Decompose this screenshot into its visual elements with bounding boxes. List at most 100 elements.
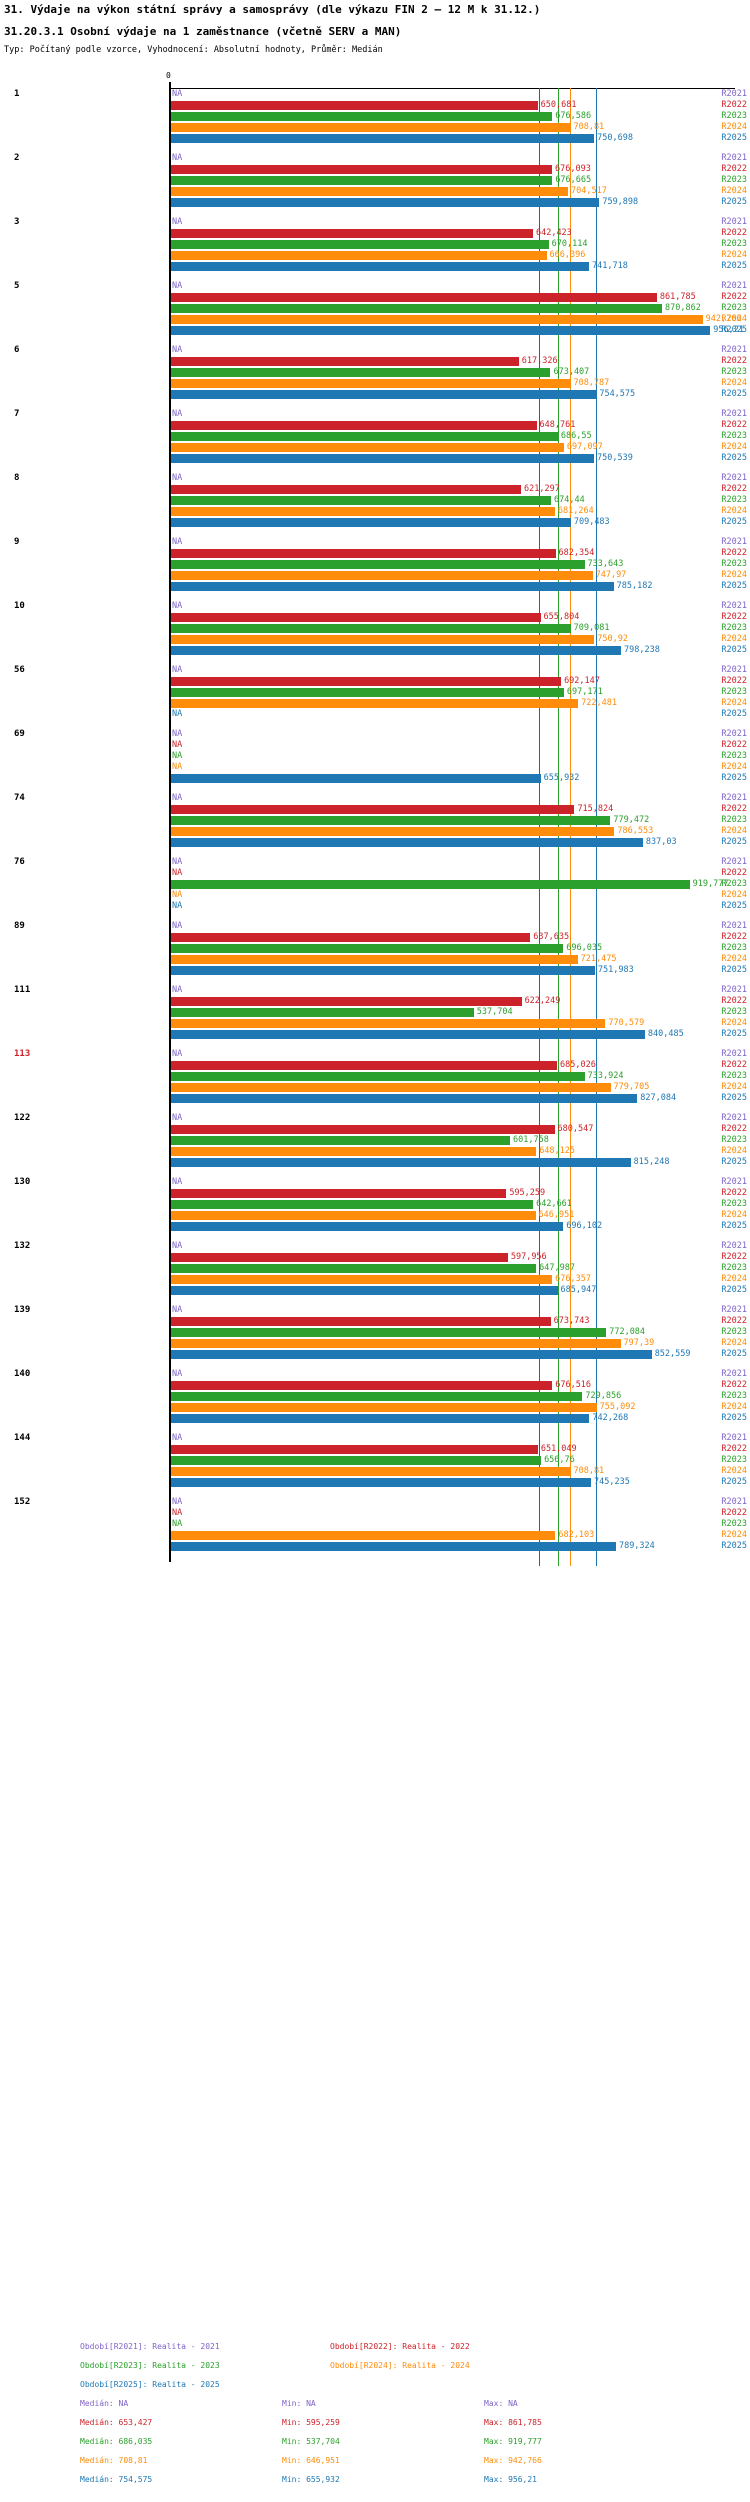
bar-r2022[interactable] bbox=[170, 1317, 551, 1326]
bar-r2022[interactable] bbox=[170, 677, 562, 686]
bar-r2022[interactable] bbox=[170, 933, 531, 942]
bar-r2022[interactable] bbox=[170, 1253, 508, 1262]
bar-r2023[interactable] bbox=[170, 1456, 542, 1465]
bar-r2023[interactable] bbox=[170, 1328, 607, 1337]
bar-r2024[interactable] bbox=[170, 507, 555, 516]
bar-r2023[interactable] bbox=[170, 112, 553, 121]
bar-r2022[interactable] bbox=[170, 1061, 558, 1070]
bar-r2024[interactable] bbox=[170, 1275, 553, 1284]
bar-value-label: 676,093 bbox=[554, 164, 591, 174]
bar-r2023[interactable] bbox=[170, 1264, 537, 1273]
bar-r2025[interactable] bbox=[170, 838, 643, 847]
bar-r2023[interactable] bbox=[170, 688, 564, 697]
bar-r2025[interactable] bbox=[170, 966, 595, 975]
bar-r2025[interactable] bbox=[170, 1414, 590, 1423]
bar-r2024[interactable] bbox=[170, 635, 595, 644]
bar-r2025[interactable] bbox=[170, 326, 711, 335]
bar-r2023[interactable] bbox=[170, 1072, 585, 1081]
bar-r2022[interactable] bbox=[170, 101, 538, 110]
bar-r2025[interactable] bbox=[170, 262, 590, 271]
bar-r2024[interactable] bbox=[170, 379, 571, 388]
chart-row: R2024 704,517 bbox=[0, 186, 750, 197]
bar-r2023[interactable] bbox=[170, 432, 558, 441]
bar-r2025[interactable] bbox=[170, 1542, 616, 1551]
bar-r2022[interactable] bbox=[170, 421, 537, 430]
chart-row: R2023 686,55 bbox=[0, 431, 750, 442]
series-label-r2021: R2021 bbox=[721, 729, 747, 739]
bar-r2022[interactable] bbox=[170, 613, 541, 622]
chart-row: R2022 595,259 bbox=[0, 1188, 750, 1199]
bar-r2025[interactable] bbox=[170, 1030, 645, 1039]
bar-r2024[interactable] bbox=[170, 1531, 556, 1540]
bar-r2022[interactable] bbox=[170, 1189, 507, 1198]
bar-r2024[interactable] bbox=[170, 1019, 606, 1028]
bar-r2022[interactable] bbox=[170, 1125, 555, 1134]
bar-r2024[interactable] bbox=[170, 699, 579, 708]
bar-r2025[interactable] bbox=[170, 1478, 592, 1487]
bar-r2022[interactable] bbox=[170, 485, 522, 494]
bar-r2023[interactable] bbox=[170, 624, 571, 633]
bar-r2024[interactable] bbox=[170, 955, 578, 964]
bar-container: 704,517 bbox=[170, 186, 750, 197]
bar-r2024[interactable] bbox=[170, 571, 593, 580]
bar-r2023[interactable] bbox=[170, 1136, 510, 1145]
bar-r2024[interactable] bbox=[170, 1339, 621, 1348]
bar-r2024[interactable] bbox=[170, 1211, 536, 1220]
bar-r2025[interactable] bbox=[170, 1286, 558, 1295]
bar-r2022[interactable] bbox=[170, 549, 556, 558]
bar-r2024[interactable] bbox=[170, 1147, 537, 1156]
bar-container: 919,777 bbox=[170, 879, 750, 890]
series-label-r2025: R2025 bbox=[721, 453, 747, 463]
bar-r2025[interactable] bbox=[170, 646, 621, 655]
legend-entry: Období[R2024]: Realita - 2024 bbox=[330, 2361, 470, 2370]
bar-r2023[interactable] bbox=[170, 496, 552, 505]
bar-r2023[interactable] bbox=[170, 176, 553, 185]
bar-r2023[interactable] bbox=[170, 368, 551, 377]
bar-r2025[interactable] bbox=[170, 1222, 564, 1231]
bar-r2025[interactable] bbox=[170, 134, 595, 143]
bar-r2024[interactable] bbox=[170, 827, 615, 836]
bar-r2024[interactable] bbox=[170, 187, 569, 196]
bar-r2024[interactable] bbox=[170, 1403, 597, 1412]
bar-r2025[interactable] bbox=[170, 198, 600, 207]
bar-r2023[interactable] bbox=[170, 1008, 474, 1017]
bar-r2025[interactable] bbox=[170, 582, 614, 591]
na-value: NA bbox=[172, 901, 183, 911]
bar-r2022[interactable] bbox=[170, 293, 657, 302]
chart-group: 113 R2021 NA R2022 685,026 R2023 733,924 R2024 7… bbox=[0, 1049, 750, 1104]
series-label-r2023: R2023 bbox=[721, 1263, 747, 1273]
bar-r2024[interactable] bbox=[170, 443, 564, 452]
bar-r2023[interactable] bbox=[170, 560, 585, 569]
bar-r2022[interactable] bbox=[170, 165, 552, 174]
bar-r2025[interactable] bbox=[170, 774, 541, 783]
bar-r2023[interactable] bbox=[170, 880, 690, 889]
bar-r2025[interactable] bbox=[170, 1158, 631, 1167]
bar-r2022[interactable] bbox=[170, 229, 533, 238]
series-label-r2023: R2023 bbox=[721, 431, 747, 441]
bar-r2022[interactable] bbox=[170, 357, 519, 366]
bar-r2025[interactable] bbox=[170, 1350, 652, 1359]
bar-r2023[interactable] bbox=[170, 240, 549, 249]
bar-r2023[interactable] bbox=[170, 1392, 583, 1401]
bar-r2024[interactable] bbox=[170, 123, 571, 132]
bar-r2024[interactable] bbox=[170, 1083, 611, 1092]
bar-r2022[interactable] bbox=[170, 997, 522, 1006]
bar-r2025[interactable] bbox=[170, 518, 571, 527]
series-label-r2023: R2023 bbox=[721, 1199, 747, 1209]
bar-r2024[interactable] bbox=[170, 315, 703, 324]
bar-r2025[interactable] bbox=[170, 454, 595, 463]
bar-r2024[interactable] bbox=[170, 251, 547, 260]
bar-value-label: 674,44 bbox=[554, 495, 585, 505]
bar-r2025[interactable] bbox=[170, 1094, 638, 1103]
bar-r2022[interactable] bbox=[170, 1445, 538, 1454]
bar-r2023[interactable] bbox=[170, 304, 663, 313]
bar-container: 676,093 bbox=[170, 164, 750, 175]
bar-r2022[interactable] bbox=[170, 805, 575, 814]
bar-r2023[interactable] bbox=[170, 816, 611, 825]
bar-r2024[interactable] bbox=[170, 1467, 571, 1476]
bar-r2023[interactable] bbox=[170, 1200, 534, 1209]
bar-value-label: 686,55 bbox=[560, 431, 592, 441]
bar-r2023[interactable] bbox=[170, 944, 564, 953]
bar-r2025[interactable] bbox=[170, 390, 597, 399]
bar-r2022[interactable] bbox=[170, 1381, 553, 1390]
